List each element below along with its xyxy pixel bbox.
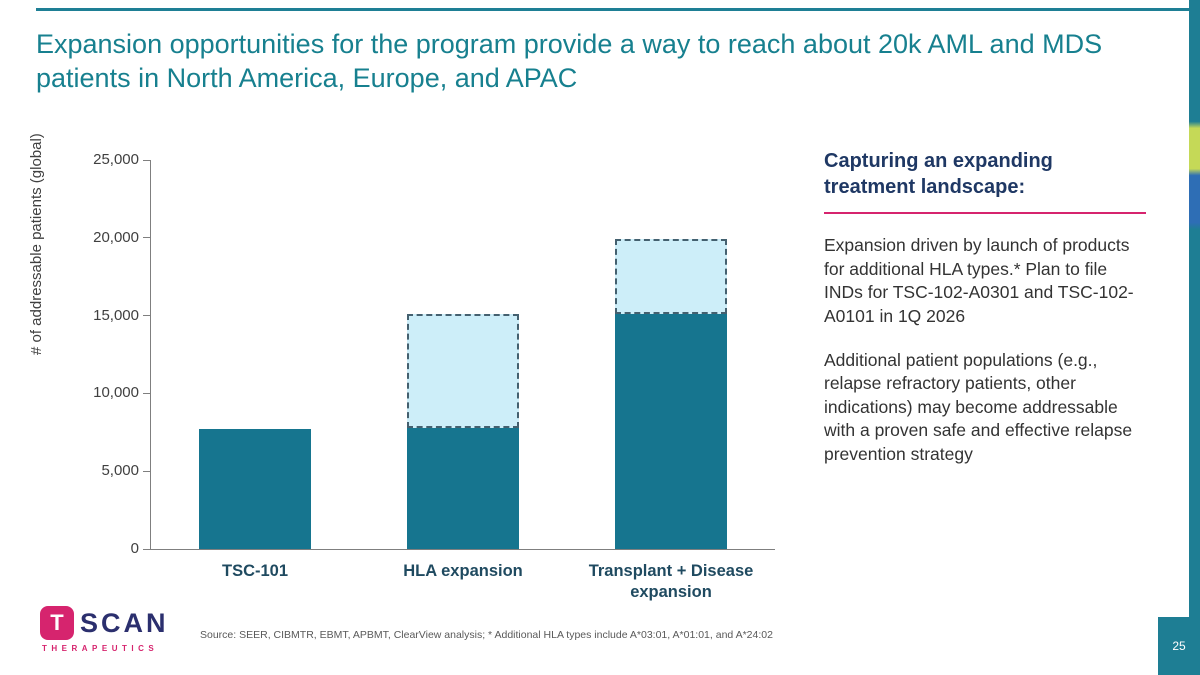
y-tick-label: 25,000 xyxy=(93,151,139,168)
y-tick-label: 20,000 xyxy=(93,228,139,246)
category-label: HLA expansion xyxy=(403,562,523,580)
bar-chart-plot-area: 0 5,000 10,000 15,000 20,000 25,000 TSC-101 HLA… xyxy=(93,151,775,601)
category-label: Transplant + Disease expansion xyxy=(588,562,754,602)
y-tick-label: 10,000 xyxy=(93,384,139,402)
category-label: TSC-101 xyxy=(221,562,289,580)
y-tick-mark xyxy=(143,470,151,472)
bar-segment-expansion xyxy=(407,314,519,428)
panel-paragraph-1: Expansion driven by launch of products f… xyxy=(824,235,1134,326)
bar-segment-expansion xyxy=(615,239,727,315)
bar-segment-current xyxy=(199,429,311,549)
pink-divider xyxy=(824,212,1146,214)
bar-segment-current xyxy=(407,427,519,549)
tscan-logo: T SCAN THERAPEUTICS xyxy=(40,606,169,653)
page-number: 25 xyxy=(1158,617,1200,675)
top-accent-line xyxy=(36,8,1200,11)
source-note: Source: SEER, CIBMTR, EBMT, APBMT, Clear… xyxy=(200,629,773,641)
panel-paragraph-2: Additional patient populations (e.g., re… xyxy=(824,349,1133,465)
panel-heading: Capturing an expanding treatment landsca… xyxy=(824,150,1053,198)
right-panel: Capturing an expanding treatment landsca… xyxy=(824,148,1146,467)
y-tick-mark xyxy=(143,315,151,317)
y-tick-label: 15,000 xyxy=(93,306,139,324)
y-tick-mark xyxy=(143,159,151,161)
logo-scan-text: SCAN xyxy=(80,607,169,638)
bar-segment-current xyxy=(615,314,727,549)
y-tick-label: 5,000 xyxy=(101,462,139,480)
logo-row: T SCAN xyxy=(40,606,169,640)
y-tick-label: 0 xyxy=(130,540,139,557)
logo-therapeutics-text: THERAPEUTICS xyxy=(42,644,159,653)
logo-t-icon: T xyxy=(40,606,74,640)
slide-title: Expansion opportunities for the program … xyxy=(36,29,1103,93)
y-tick-mark xyxy=(143,237,151,239)
y-tick-mark xyxy=(143,392,151,394)
side-accent-stripe xyxy=(1189,0,1200,675)
y-tick-mark xyxy=(143,548,151,550)
